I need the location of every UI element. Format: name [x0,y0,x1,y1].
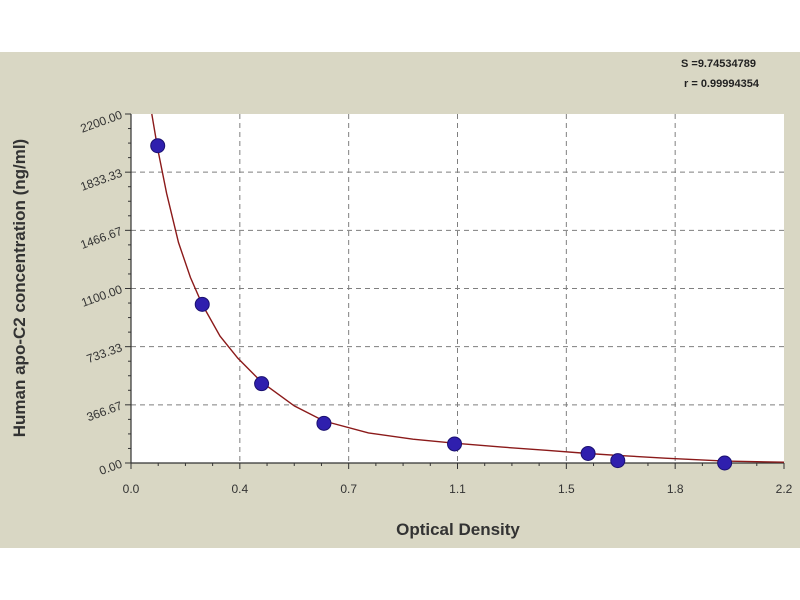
y-tick-label: 1100.00 [79,282,124,310]
y-tick-label: 2200.00 [78,108,124,136]
y-tick-label: 1466.67 [78,224,124,252]
axes [125,113,785,469]
x-tick-label: 1.5 [558,482,575,496]
x-tick-label: 0.4 [231,482,248,496]
stat-s: S =9.74534789 [681,58,756,70]
data-point [580,445,596,461]
x-tick-label: 1.1 [449,482,466,496]
x-tick-label: 1.8 [667,482,684,496]
x-tick-label: 2.2 [776,482,793,496]
data-point [316,415,332,431]
x-tick-label: 0.0 [123,482,140,496]
y-tick-label: 366.67 [85,398,125,424]
y-axis-title: Human apo-C2 concentration (ng/ml) [10,139,29,437]
data-point [447,436,463,452]
stat-r: r = 0.99994354 [684,78,760,90]
y-tick-labels: 0.00 366.67 733.33 1100.00 1466.67 1833.33 220… [78,108,124,478]
data-point [150,138,166,154]
y-tick-label: 1833.33 [78,166,124,194]
grid [131,114,784,463]
x-tick-label: 0.7 [340,482,357,496]
data-points [150,138,733,471]
y-tick-label: 0.00 [97,457,124,478]
y-tick-label: 733.33 [85,340,125,366]
x-tick-labels: 0.0 0.4 0.7 1.1 1.5 1.8 2.2 [123,482,793,496]
data-point [194,296,210,312]
data-point [254,376,270,392]
x-axis-title: Optical Density [396,520,520,539]
data-point [610,453,626,469]
data-point [717,455,733,471]
